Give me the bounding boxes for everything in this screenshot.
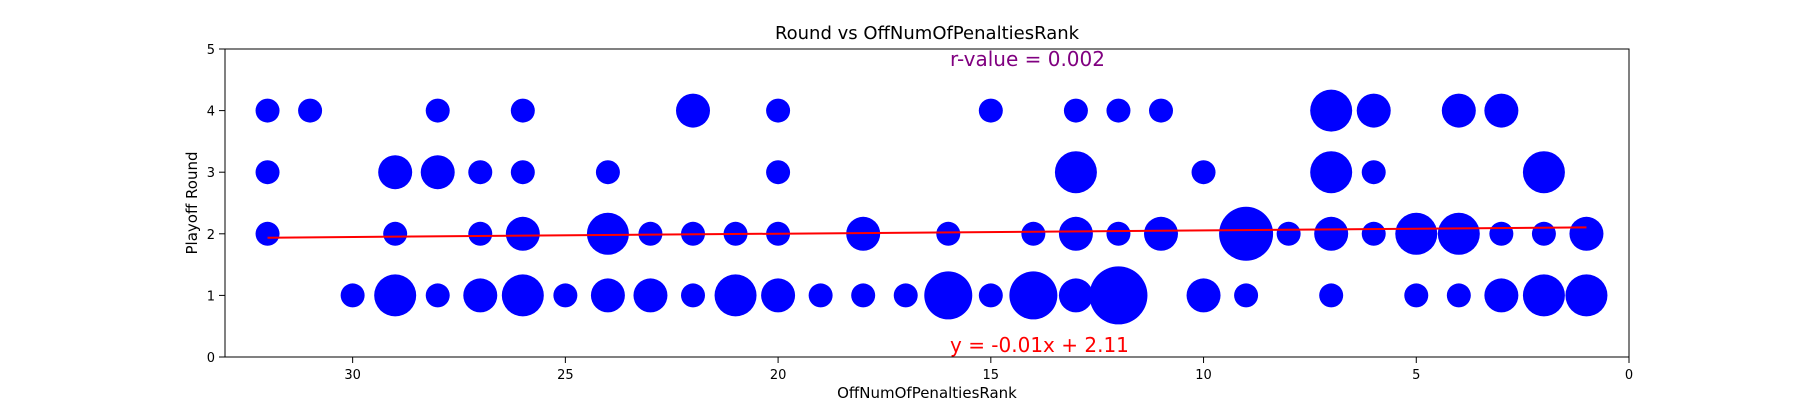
regression-equation-annotation: y = -0.01x + 2.11 [950,333,1129,357]
data-point [1489,221,1514,246]
data-point [590,278,625,313]
y-tick-label: 5 [207,43,215,58]
data-point [1106,98,1131,123]
data-point [1234,283,1259,308]
x-axis-ticks: 30 25 20 15 10 5 0 [344,357,1633,383]
data-point [1404,283,1429,308]
data-point [510,98,535,123]
data-point [1191,160,1216,185]
data-point [1361,160,1386,185]
data-point [425,283,450,308]
data-point [1054,151,1097,194]
data-point [1484,93,1519,128]
data-point [1484,278,1519,313]
data-point [1446,283,1471,308]
data-point [1058,278,1093,313]
x-tick-label: 30 [344,368,361,383]
data-point [1441,93,1476,128]
data-point [340,283,365,308]
data-point [1319,283,1344,308]
data-point [1565,274,1608,317]
data-point [676,93,710,128]
y-tick-label: 4 [207,105,215,120]
y-tick-label: 1 [207,289,215,304]
data-point [501,274,544,317]
data-point [1395,212,1438,255]
data-point [255,98,280,123]
data-points [255,89,1608,325]
data-point [510,160,535,185]
x-tick-label: 15 [983,368,1000,383]
data-point [463,278,498,313]
data-point [1356,93,1391,128]
data-point [761,278,796,313]
y-tick-label: 2 [207,228,215,243]
data-point [1276,221,1301,246]
data-point [1437,212,1480,255]
data-point [383,221,408,246]
x-tick-label: 10 [1195,368,1212,383]
data-point [893,283,918,308]
x-tick-label: 5 [1412,368,1420,383]
data-point [298,98,323,123]
data-point [595,160,620,185]
data-point [255,160,280,185]
data-point [553,283,578,308]
data-point [420,155,455,190]
data-point [1361,221,1386,246]
data-point [1522,274,1565,317]
data-point [1106,221,1131,246]
data-point [1310,151,1353,194]
data-point [1522,151,1565,194]
chart-title: Round vs OffNumOfPenaltiesRank [775,23,1080,44]
data-point [1186,278,1221,313]
data-point [374,274,417,317]
data-point [1021,221,1046,246]
data-point [633,278,668,313]
data-point [378,155,413,190]
y-axis-ticks: 0 1 2 3 4 5 [207,43,225,366]
y-axis-label: Playoff Round [183,151,201,254]
data-point [1531,221,1556,246]
data-point [1009,271,1058,320]
data-point [1314,216,1349,251]
y-tick-label: 0 [207,351,215,366]
data-point [978,283,1003,308]
data-point [468,221,493,246]
data-point [924,271,973,320]
y-tick-label: 3 [207,166,215,181]
x-tick-label: 25 [557,368,574,383]
r-value-annotation: r-value = 0.002 [950,47,1105,71]
data-point [1058,216,1093,251]
data-point [851,283,876,308]
data-point [766,160,791,185]
data-point [1149,98,1173,123]
data-point [1063,98,1088,123]
data-point [714,274,757,317]
data-point [766,98,791,123]
data-point [1089,266,1148,325]
data-point [936,221,961,246]
trend-line [267,226,1587,239]
plot-frame [224,48,1630,358]
data-point [1569,216,1604,251]
x-axis-label: OffNumOfPenaltiesRank [837,384,1017,400]
data-point [681,283,705,308]
x-tick-label: 0 [1625,368,1633,383]
data-point [1144,216,1178,251]
data-point [978,98,1003,123]
data-point [1310,89,1353,132]
data-point [586,212,629,255]
data-point [505,216,540,251]
data-point [468,160,493,185]
data-point [1219,206,1274,261]
data-point [425,98,450,123]
data-point [808,283,833,308]
data-point [255,221,280,246]
x-tick-label: 20 [770,368,787,383]
